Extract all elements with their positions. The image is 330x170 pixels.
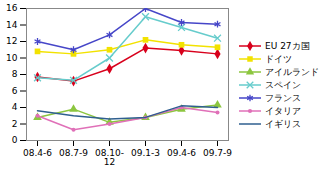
svg-text:09.7-9: 09.7-9 [203,148,232,158]
svg-text:08.4-6: 08.4-6 [23,148,52,158]
html-text:イギリス: イギリス [265,118,301,129]
html-text:アイルランド: アイルランド [265,66,319,77]
html-text:フランス: フランス [265,92,301,103]
svg-text:4: 4 [12,102,18,112]
html-text:EU 27カ国: EU 27カ国 [265,40,310,51]
svg-text:8: 8 [12,69,18,79]
html-text:イタリア: イタリア [265,105,301,116]
svg-text:09.1-3: 09.1-3 [131,148,160,158]
svg-text:16: 16 [6,3,18,13]
svg-text:08.7-9: 08.7-9 [59,148,88,158]
svg-text:0: 0 [12,135,18,145]
svg-text:10: 10 [6,53,18,63]
svg-text:09.4-6: 09.4-6 [167,148,196,158]
svg-text:14: 14 [6,20,18,30]
svg-text:08.10-12: 08.10-12 [95,148,124,167]
html-text:ドイツ: ドイツ [265,53,292,64]
svg-text:12: 12 [6,36,17,46]
svg-text:2: 2 [12,119,18,129]
html-text:スペイン: スペイン [265,79,301,90]
svg-text:6: 6 [12,86,18,96]
